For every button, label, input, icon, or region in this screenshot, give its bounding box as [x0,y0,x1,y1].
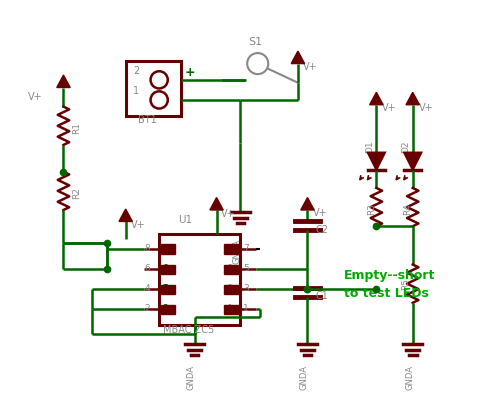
Polygon shape [210,197,223,210]
Text: 1: 1 [243,304,249,313]
Text: 1: 1 [133,86,139,96]
Text: S1: S1 [248,37,262,47]
Bar [224,244,239,254]
Text: GNDA: GNDA [233,239,242,264]
Polygon shape [301,197,314,210]
Text: D2: D2 [401,141,410,153]
Text: 7: 7 [243,244,249,253]
Text: +: + [185,66,196,79]
Polygon shape [370,92,383,105]
Text: 2: 2 [133,66,139,76]
Polygon shape [406,92,420,105]
Text: GNDA: GNDA [405,365,414,390]
Text: V+: V+ [28,92,43,102]
Bar [160,264,176,274]
Text: R2: R2 [72,187,81,199]
Text: 2: 2 [145,304,150,313]
Text: GNDA: GNDA [187,365,196,390]
Text: 8: 8 [163,304,169,313]
Text: GNDA: GNDA [300,365,309,390]
Text: MBAC ZC5: MBAC ZC5 [163,325,214,335]
Text: 7: 7 [163,284,169,293]
Text: C1: C1 [315,291,328,301]
Text: V+: V+ [313,208,328,218]
Text: R3: R3 [367,203,376,215]
Text: 5: 5 [163,244,168,253]
Text: 5: 5 [243,264,249,273]
Text: V+: V+ [130,220,145,230]
Bar [224,284,239,294]
Polygon shape [119,209,132,221]
Bar [160,244,176,254]
Text: 6: 6 [163,264,168,273]
Polygon shape [368,152,385,170]
Text: 6: 6 [145,264,150,273]
Text: Empty--short
to test LEDs: Empty--short to test LEDs [344,269,435,300]
Bar [159,234,240,325]
Text: 3: 3 [243,284,249,293]
Text: U1: U1 [178,216,193,225]
Text: 2: 2 [227,284,232,293]
Text: BT1: BT1 [138,115,157,125]
Bar [224,305,239,314]
Bar [126,61,181,116]
Text: R5: R5 [401,278,410,290]
Polygon shape [404,152,422,170]
Text: 4: 4 [227,244,232,253]
Text: V+: V+ [221,209,236,219]
Bar [224,264,239,274]
Polygon shape [291,51,305,63]
Text: 4: 4 [145,284,150,293]
Text: V+: V+ [303,62,317,72]
Text: D1: D1 [365,141,374,153]
Bar [160,305,176,314]
Text: 8: 8 [145,244,150,253]
Text: V+: V+ [418,104,433,113]
Text: V+: V+ [382,104,397,113]
Text: 1: 1 [227,304,232,313]
Polygon shape [57,75,70,87]
Text: 3: 3 [227,264,232,273]
Text: R4: R4 [403,203,412,215]
Bar [160,284,176,294]
Text: C2: C2 [315,225,328,235]
Text: R1: R1 [72,122,81,134]
